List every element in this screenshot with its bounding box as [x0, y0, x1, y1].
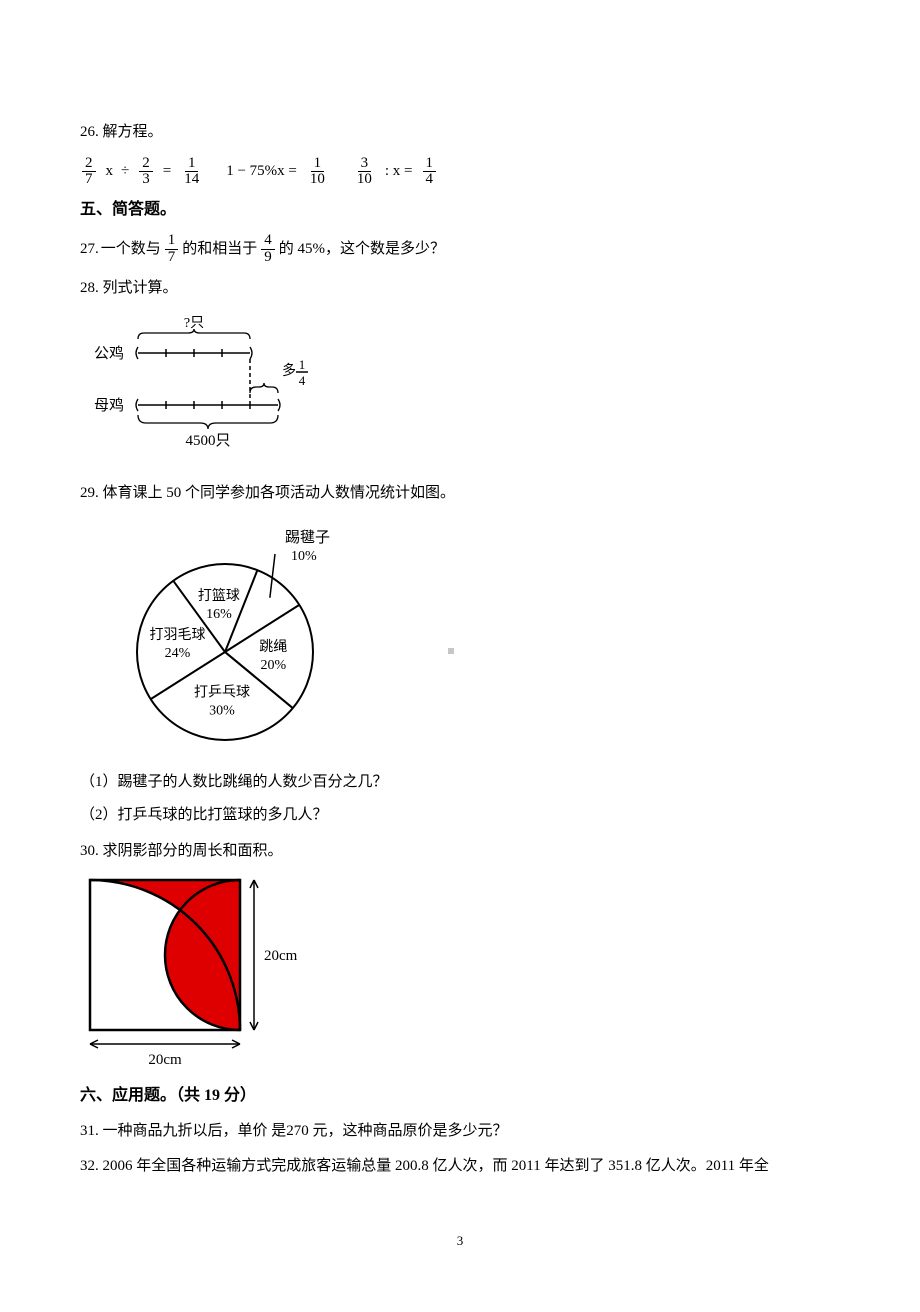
frac-1-4: 1 4 — [423, 156, 437, 189]
svg-text:4500只: 4500只 — [185, 433, 230, 449]
shape-figure-svg: 20cm 20cm — [80, 874, 310, 1064]
q27-label: 27. — [80, 237, 99, 263]
frac-4-9: 4 9 — [261, 233, 275, 266]
q26-equations: 2 7 x ÷ 2 3 = 1 14 1 − 75%x = 1 10 3 10 … — [80, 156, 840, 189]
q29-sub-2: （2）打乒乓球的比打篮球的多几人？ — [80, 803, 840, 829]
q32-label: 32. — [80, 1158, 99, 1174]
frac-2-3: 2 3 — [139, 156, 153, 189]
svg-text:多: 多 — [282, 362, 296, 379]
svg-text:打羽毛球: 打羽毛球 — [149, 626, 205, 643]
q29-sub-1: （1）踢毽子的人数比跳绳的人数少百分之几？ — [80, 770, 840, 796]
q30-label: 30. — [80, 843, 99, 859]
shape-figure-block: 20cm 20cm — [80, 874, 840, 1074]
frac-1-14: 1 14 — [181, 156, 202, 189]
frac-3-10: 3 10 — [354, 156, 375, 189]
divide-sign: ÷ — [121, 159, 129, 185]
q28-label: 28. — [80, 280, 99, 296]
equals-1: = — [163, 159, 171, 185]
section-6-heading: 六、应用题。（共 19 分） — [80, 1082, 840, 1109]
q30-text: 求阴影部分的周长和面积。 — [103, 843, 283, 859]
svg-text:4: 4 — [299, 373, 306, 388]
q29-text: 体育课上 50 个同学参加各项活动人数情况统计如图。 — [103, 485, 456, 501]
eq-mid: 1 − 75%x = — [226, 159, 297, 185]
svg-text:1: 1 — [299, 357, 306, 372]
svg-text:10%: 10% — [291, 549, 317, 564]
grey-marker — [448, 648, 454, 654]
svg-text:20cm: 20cm — [264, 948, 298, 964]
svg-text:30%: 30% — [209, 703, 235, 718]
svg-text:打乒乓球: 打乒乓球 — [194, 683, 250, 700]
q31-text: 一种商品九折以后，单价 是270 元，这种商品原价是多少元？ — [103, 1123, 508, 1139]
q27-mid: 的和相当于 — [182, 237, 257, 263]
q28: 28. 列式计算。 — [80, 276, 840, 302]
var-x: x — [106, 159, 114, 185]
q29-label: 29. — [80, 485, 99, 501]
bar-diagram-svg: ?只公鸡母鸡 多14 4500只 — [86, 313, 326, 453]
q32-text: 2006 年全国各种运输方式完成旅客运输总量 200.8 亿人次，而 2011 … — [103, 1158, 769, 1174]
svg-text:踢毽子: 踢毽子 — [285, 529, 330, 546]
q27: 27. 一个数与 1 7 的和相当于 4 9 的 45%，这个数是多少？ — [80, 233, 840, 266]
q31-label: 31. — [80, 1123, 99, 1139]
q28-text: 列式计算。 — [103, 280, 178, 296]
q26-label: 26. — [80, 124, 99, 140]
q30: 30. 求阴影部分的周长和面积。 — [80, 839, 840, 865]
svg-text:跳绳: 跳绳 — [259, 639, 287, 655]
svg-text:母鸡: 母鸡 — [94, 397, 124, 414]
colon-x: : x = — [385, 159, 413, 185]
svg-text:?只: ?只 — [184, 316, 204, 331]
svg-text:24%: 24% — [165, 646, 191, 661]
q32: 32. 2006 年全国各种运输方式完成旅客运输总量 200.8 亿人次，而 2… — [80, 1154, 840, 1180]
q26: 26. 解方程。 — [80, 120, 840, 146]
pie-chart-block: 打羽毛球 24% 打篮球 16% 跳绳 20% 打乒乓球 30% 踢毽子 10% — [110, 520, 840, 760]
q31: 31. 一种商品九折以后，单价 是270 元，这种商品原价是多少元？ — [80, 1119, 840, 1145]
svg-text:20%: 20% — [260, 658, 286, 673]
svg-text:公鸡: 公鸡 — [94, 345, 124, 362]
section-5-heading: 五、简答题。 — [80, 196, 840, 223]
q27-post: 的 45%，这个数是多少？ — [279, 237, 445, 263]
frac-2-7: 2 7 — [82, 156, 96, 189]
q27-pre: 一个数与 — [101, 237, 161, 263]
svg-text:打篮球: 打篮球 — [198, 587, 240, 604]
pie-chart-svg: 打羽毛球 24% 打篮球 16% 跳绳 20% 打乒乓球 30% 踢毽子 10% — [110, 520, 360, 750]
svg-text:16%: 16% — [206, 607, 232, 622]
bar-diagram: ?只公鸡母鸡 多14 4500只 — [86, 313, 840, 463]
svg-text:20cm: 20cm — [148, 1052, 182, 1064]
q26-text: 解方程。 — [103, 124, 163, 140]
page-number: 3 — [80, 1230, 840, 1252]
frac-1-10: 1 10 — [307, 156, 328, 189]
frac-1-7: 1 7 — [165, 233, 179, 266]
q29: 29. 体育课上 50 个同学参加各项活动人数情况统计如图。 — [80, 481, 840, 507]
